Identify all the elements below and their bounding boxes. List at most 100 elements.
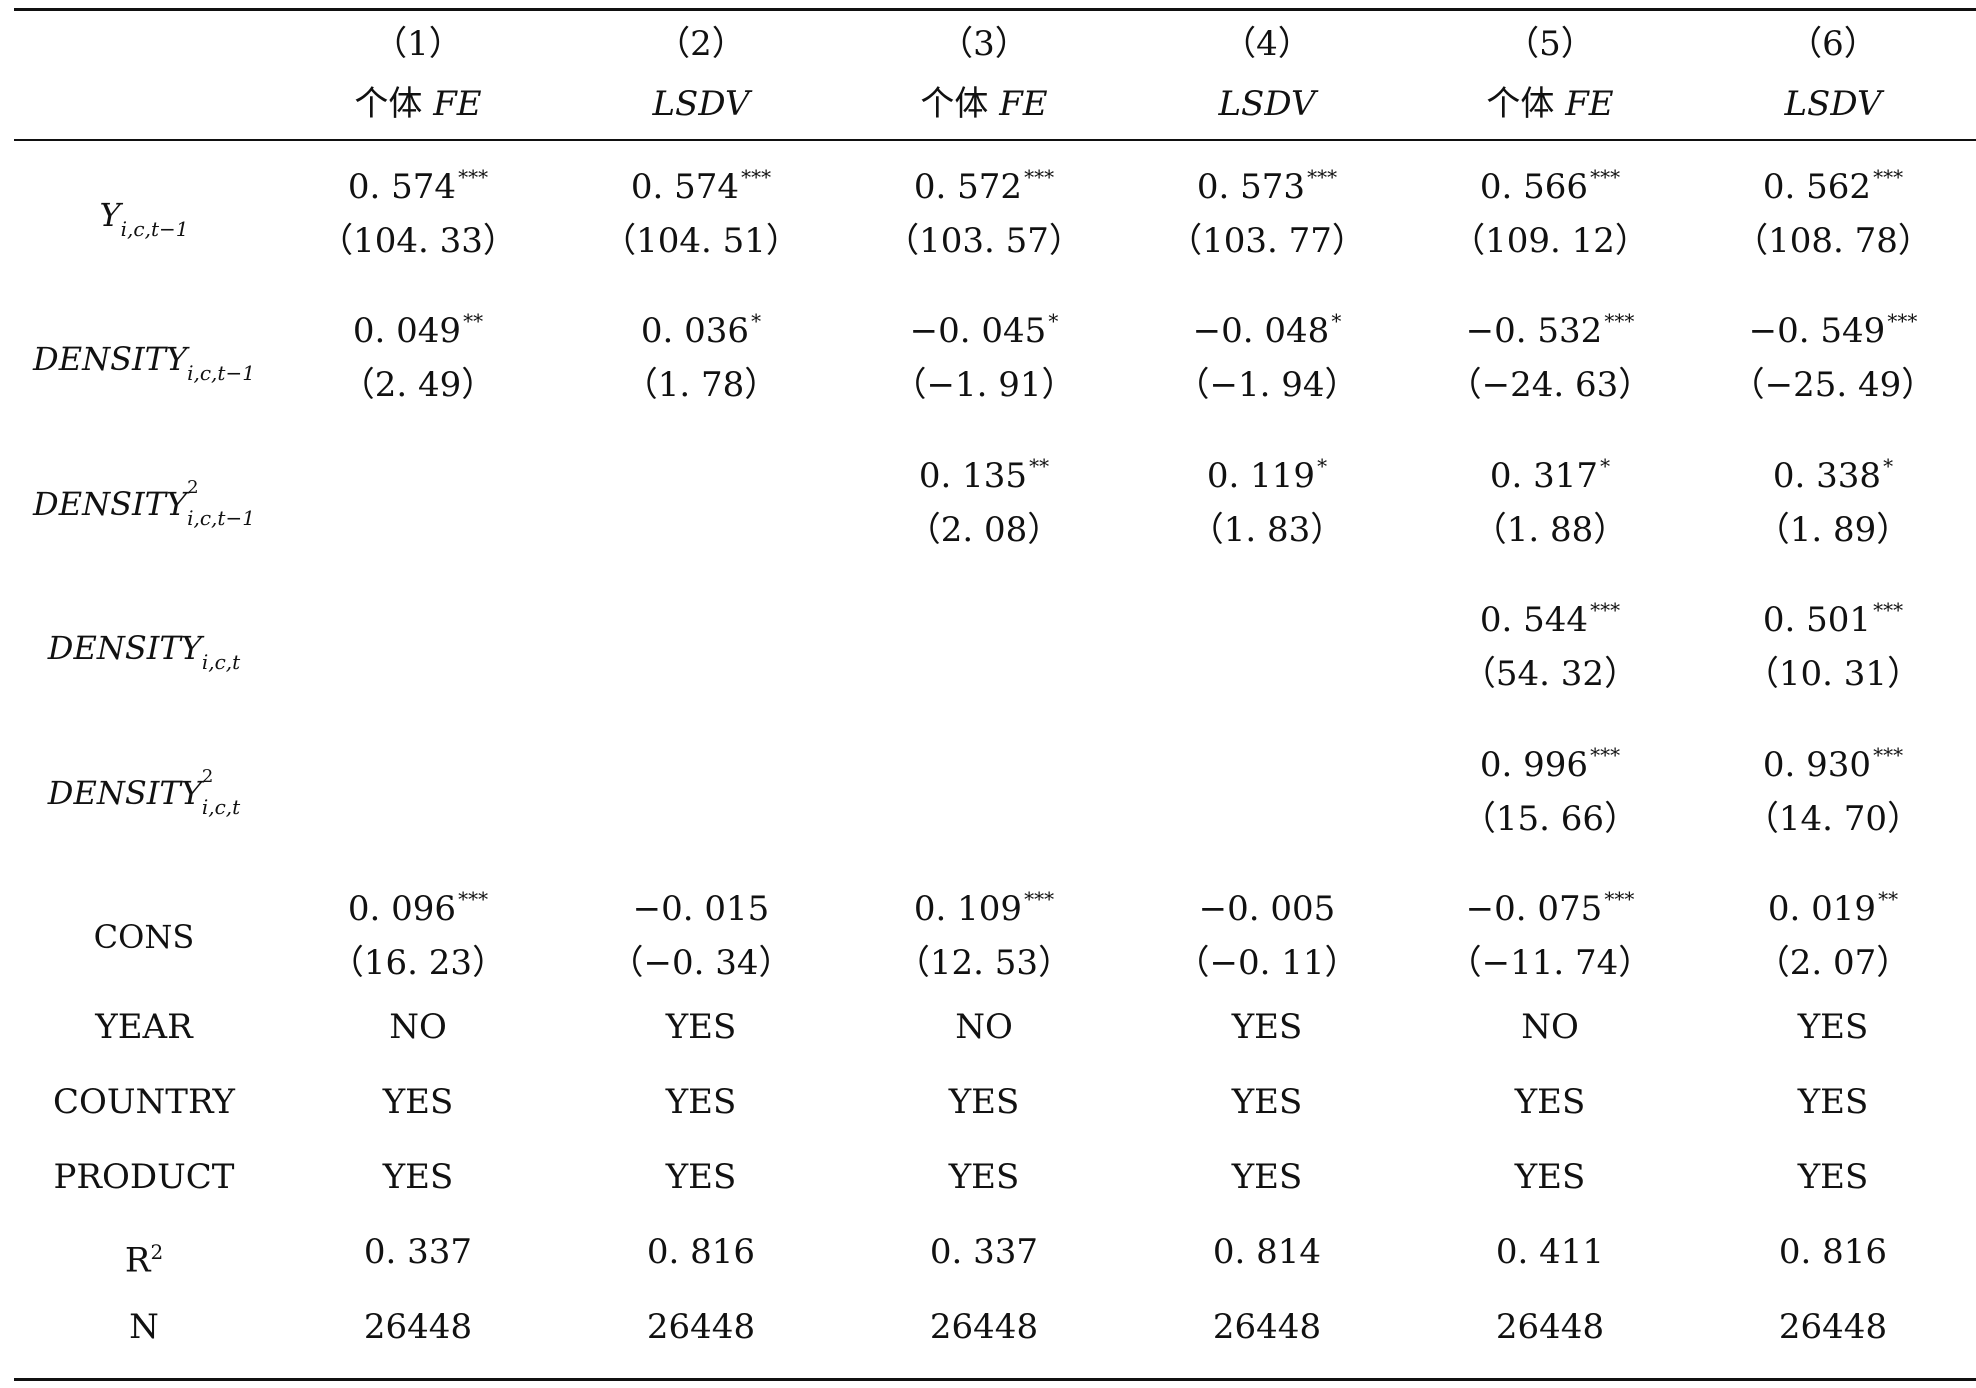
stat-label-text: YEAR xyxy=(95,1007,193,1047)
t-statistic: （104. 33） xyxy=(319,221,517,261)
variable-subscript: i,c,t xyxy=(201,795,241,819)
method-code: LSDV xyxy=(1218,84,1316,124)
coef-value: −0. 048 xyxy=(1192,311,1330,351)
significance-stars: *** xyxy=(1590,743,1621,767)
method-code: LSDV xyxy=(652,84,750,124)
stat-label-sup: 2 xyxy=(150,1240,164,1264)
variable-subscript: i,c,t−1 xyxy=(120,217,189,241)
coefficient: 0. 562 *** xyxy=(1762,165,1903,211)
t-statistic: （−0. 34） xyxy=(609,943,793,983)
significance-stars: *** xyxy=(458,887,489,911)
significance-stars: ** xyxy=(1029,454,1050,478)
bottom-rule xyxy=(14,1378,1976,1381)
t-statistic: （16. 23） xyxy=(329,943,507,983)
method-code: FE xyxy=(1565,84,1614,124)
stat-value: YES xyxy=(665,1007,737,1047)
variable-subscript: i,c,t−1 xyxy=(187,361,255,385)
method-code: FE xyxy=(999,84,1048,124)
stat-value: YES xyxy=(1797,1007,1869,1047)
coefficient: −0. 005 xyxy=(1199,889,1336,929)
coef-value: 0. 019 xyxy=(1767,889,1877,929)
coefficient: 0. 119 * xyxy=(1207,454,1328,500)
variable-label: Yi,c,t−1 xyxy=(100,195,189,241)
column-number: （3） xyxy=(939,24,1029,64)
coef-value: 0. 562 xyxy=(1762,167,1872,207)
coefficient: 0. 544 *** xyxy=(1480,598,1620,644)
t-statistic: （10. 31） xyxy=(1744,654,1922,694)
script-stack: 2 i,c,t−1 xyxy=(187,477,255,530)
stat-value: 0. 814 xyxy=(1212,1232,1322,1272)
column-number: （5） xyxy=(1505,24,1595,64)
variable-label: DENSITYi,c,t−1 xyxy=(33,339,255,385)
variable-subscript: i,c,t−1 xyxy=(187,506,255,530)
significance-stars: * xyxy=(1317,454,1328,478)
variable-subscript: i,c,t xyxy=(201,650,241,674)
stat-value: YES xyxy=(665,1082,737,1122)
variable-name: DENSITY xyxy=(47,774,202,812)
method-cn: 个体 xyxy=(920,84,989,124)
coefficient: 0. 501 *** xyxy=(1762,598,1903,644)
coefficient: 0. 573 *** xyxy=(1197,165,1338,211)
significance-stars: * xyxy=(751,309,762,333)
variable-label: DENSITY 2 i,c,t−1 xyxy=(33,477,255,530)
coef-value: 0. 574 xyxy=(347,167,457,207)
significance-stars: *** xyxy=(1604,309,1635,333)
coef-value: −0. 532 xyxy=(1465,311,1603,351)
stat-value: YES xyxy=(665,1157,737,1197)
coefficient: −0. 015 xyxy=(633,889,770,929)
coef-value: 0. 049 xyxy=(352,311,462,351)
variable-label: CONS xyxy=(94,917,195,957)
stat-value: YES xyxy=(1231,1082,1303,1122)
coefficient: 0. 096 *** xyxy=(348,887,489,933)
stat-value: YES xyxy=(948,1157,1020,1197)
stat-value: YES xyxy=(1514,1157,1586,1197)
stat-label-text: N xyxy=(129,1307,159,1347)
stat-value: 0. 816 xyxy=(646,1232,756,1272)
script-stack: 2 i,c,t xyxy=(201,766,241,819)
coef-value: −0. 005 xyxy=(1198,889,1336,929)
stat-value: 26448 xyxy=(929,1307,1039,1347)
coefficient: 0. 930 *** xyxy=(1763,743,1903,789)
stat-label: R2 xyxy=(125,1232,163,1280)
coef-value: −0. 549 xyxy=(1748,311,1886,351)
coef-value: −0. 075 xyxy=(1465,889,1603,929)
stat-value: YES xyxy=(382,1082,454,1122)
stat-value: 26448 xyxy=(1212,1307,1322,1347)
coefficient: 0. 338 * xyxy=(1773,454,1893,500)
t-statistic: （−1. 91） xyxy=(892,365,1076,405)
significance-stars: *** xyxy=(741,165,772,189)
t-statistic: （14. 70） xyxy=(1744,799,1922,839)
coef-value: −0. 015 xyxy=(632,889,770,929)
coefficient: 0. 049 ** xyxy=(352,309,483,355)
coef-value: 0. 317 xyxy=(1489,456,1599,496)
variable-exponent: 2 xyxy=(187,477,199,498)
significance-stars: * xyxy=(1048,309,1059,333)
t-statistic: （15. 66） xyxy=(1461,799,1639,839)
stat-value: 26448 xyxy=(1778,1307,1888,1347)
t-statistic: （103. 77） xyxy=(1168,221,1366,261)
coefficient: 0. 317 * xyxy=(1489,454,1610,500)
top-rule xyxy=(14,8,1976,11)
coefficient: 0. 572 *** xyxy=(914,165,1054,211)
coefficient: 0. 566 *** xyxy=(1480,165,1620,211)
t-statistic: （2. 49） xyxy=(340,365,496,405)
coef-value: 0. 501 xyxy=(1762,600,1872,640)
coefficient: 0. 019 ** xyxy=(1767,887,1899,933)
coefficient: −0. 045 * xyxy=(910,309,1059,355)
stat-value: YES xyxy=(1231,1157,1303,1197)
column-method: 个体 FE xyxy=(1486,84,1613,124)
significance-stars: *** xyxy=(1307,165,1338,189)
coef-value: 0. 036 xyxy=(640,311,750,351)
stat-value: 0. 337 xyxy=(363,1232,473,1272)
coef-value: 0. 574 xyxy=(630,167,740,207)
t-statistic: （−1. 94） xyxy=(1175,365,1359,405)
coefficient: 0. 036 * xyxy=(640,309,762,355)
significance-stars: ** xyxy=(1878,887,1899,911)
coefficient: −0. 549 *** xyxy=(1748,309,1918,355)
significance-stars: *** xyxy=(1024,887,1055,911)
method-cn: 个体 xyxy=(1486,84,1555,124)
stat-value: 0. 816 xyxy=(1778,1232,1888,1272)
stat-value: YES xyxy=(1231,1007,1303,1047)
column-method: 个体 FE xyxy=(354,84,481,124)
stat-value: NO xyxy=(955,1007,1013,1047)
